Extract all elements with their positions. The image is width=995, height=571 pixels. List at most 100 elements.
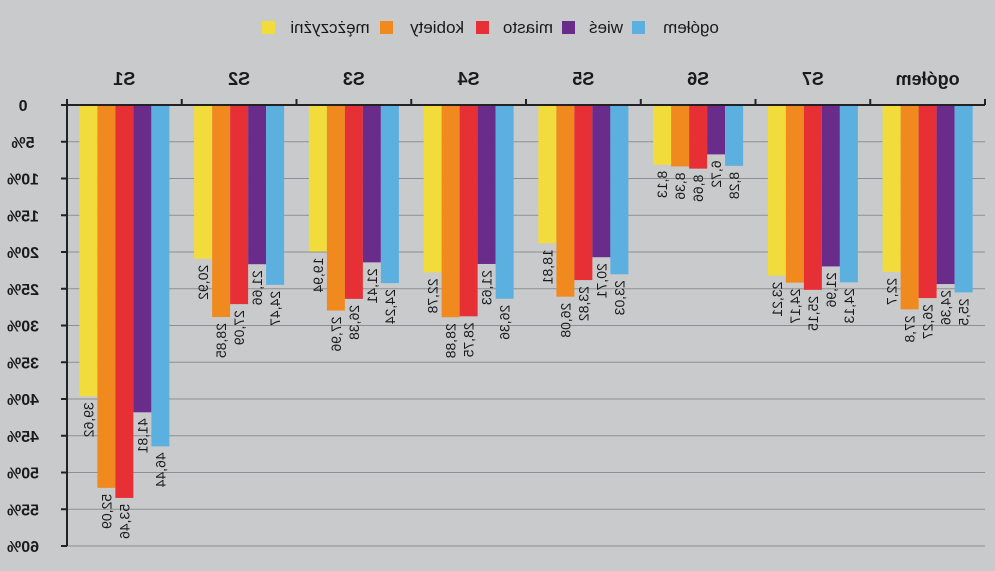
data-label: 22,78 <box>425 278 441 313</box>
data-label: 39,62 <box>80 402 96 437</box>
y-tick-label: 20% <box>7 245 39 262</box>
bar <box>767 106 786 276</box>
data-label: 20,71 <box>593 263 609 298</box>
bar <box>344 106 363 299</box>
data-label: 20,92 <box>195 265 211 300</box>
bar <box>380 106 399 284</box>
data-label: 27,8 <box>902 315 918 342</box>
y-tick-label: 45% <box>7 429 39 446</box>
bar <box>248 106 267 265</box>
data-label: 27,09 <box>231 310 247 345</box>
data-label: 28,75 <box>461 322 477 357</box>
bar <box>785 106 804 283</box>
bar <box>266 106 285 285</box>
legend-swatch <box>380 21 393 34</box>
data-label: 25,15 <box>805 296 821 331</box>
y-tick-label: 0 <box>18 98 27 115</box>
data-label: 24,47 <box>267 291 283 326</box>
data-label: 27,96 <box>328 317 344 352</box>
bar <box>689 106 708 169</box>
bar <box>610 106 629 275</box>
legend-label: wieś <box>589 18 624 37</box>
data-label: 41,81 <box>134 418 150 453</box>
bar <box>671 106 690 167</box>
data-label: 21,96 <box>823 272 839 307</box>
data-label: 21,41 <box>364 268 380 303</box>
bar <box>900 106 919 310</box>
data-label: 23,82 <box>575 286 591 321</box>
y-tick-label: 35% <box>7 355 39 372</box>
data-label: 22,7 <box>884 278 900 305</box>
bar <box>194 106 213 259</box>
category-label: S4 <box>458 69 480 89</box>
legend-swatch <box>476 21 489 34</box>
bar <box>326 106 345 311</box>
bar <box>707 106 726 155</box>
category-label: S6 <box>687 69 709 89</box>
data-label: 53,46 <box>116 504 132 539</box>
bar <box>477 106 496 264</box>
y-tick-label: 15% <box>7 208 39 225</box>
data-label: 8,36 <box>672 172 688 199</box>
category-label: S7 <box>802 69 824 89</box>
bar <box>556 106 575 297</box>
bar <box>459 106 478 317</box>
y-tick-label: 50% <box>7 466 39 483</box>
bar <box>803 106 822 290</box>
data-label: 28,85 <box>213 323 229 358</box>
data-label: 28,88 <box>443 323 459 358</box>
data-label: 8,66 <box>690 175 706 202</box>
bar <box>133 106 152 413</box>
legend-label: mężczyźni <box>290 18 369 37</box>
data-label: 21,63 <box>479 270 495 305</box>
data-label: 21,66 <box>249 270 265 305</box>
data-label: 26,36 <box>497 305 513 340</box>
data-label: 24,13 <box>841 288 857 323</box>
bar <box>212 106 231 318</box>
data-label: 8,28 <box>726 172 742 199</box>
data-label: 46,44 <box>152 452 168 487</box>
data-label: 8,13 <box>654 171 670 198</box>
bar <box>115 106 134 498</box>
bar <box>362 106 381 263</box>
data-label: 24,36 <box>938 290 954 325</box>
bar <box>97 106 116 488</box>
bar <box>821 106 840 267</box>
data-label: 26,27 <box>920 304 936 339</box>
y-tick-label: 55% <box>7 502 39 519</box>
y-tick-label: 10% <box>7 172 39 189</box>
legend-label: kobiety <box>410 18 464 37</box>
legend-swatch <box>262 21 275 34</box>
category-label: S3 <box>343 69 365 89</box>
bar <box>882 106 901 272</box>
legend-swatch <box>632 21 645 34</box>
data-label: 18,81 <box>539 249 555 284</box>
bar <box>308 106 327 252</box>
y-tick-label: 60% <box>7 539 39 556</box>
bar <box>79 106 98 397</box>
data-label: 23,03 <box>611 280 627 315</box>
bar <box>495 106 514 299</box>
category-label: S5 <box>572 69 594 89</box>
y-tick-label: 40% <box>7 392 39 409</box>
bar <box>653 106 672 165</box>
bar <box>918 106 937 299</box>
bar <box>230 106 249 305</box>
data-label: 6,72 <box>708 160 724 187</box>
data-label: 26,38 <box>346 305 362 340</box>
bar <box>574 106 593 281</box>
bar <box>538 106 557 244</box>
legend-label: ogółem <box>663 18 719 37</box>
data-label: 25,5 <box>956 298 972 325</box>
y-tick-label: 30% <box>7 319 39 336</box>
category-label: S2 <box>228 69 250 89</box>
bar <box>592 106 611 258</box>
data-label: 19,94 <box>310 258 326 293</box>
data-label: 23,21 <box>769 282 785 317</box>
y-tick-label: 25% <box>7 282 39 299</box>
bar <box>725 106 744 166</box>
category-label: ogółem <box>896 69 960 89</box>
legend-label: miasto <box>503 18 553 37</box>
